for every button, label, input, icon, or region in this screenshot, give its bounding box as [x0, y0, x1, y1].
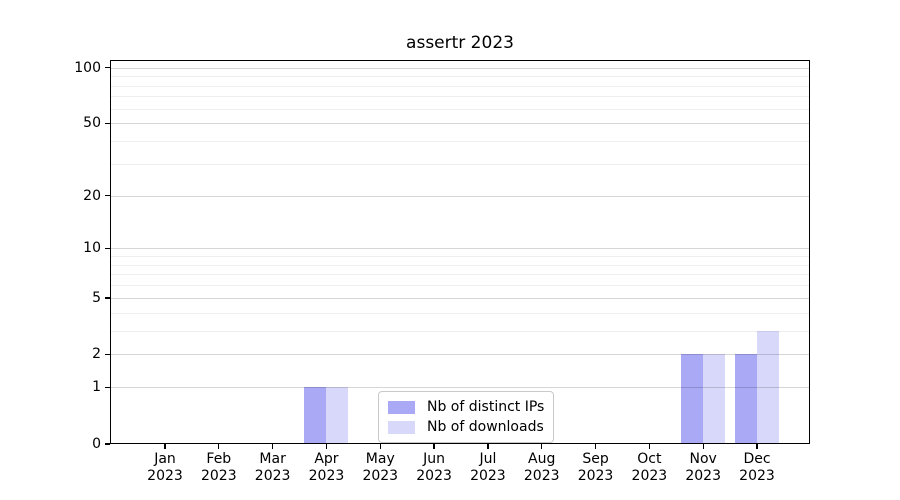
x-tick-sep — [594, 444, 597, 449]
x-tick-month: Dec — [743, 451, 771, 467]
x-tick-year: 2023 — [254, 468, 291, 484]
x-tick-year: 2023 — [200, 468, 237, 484]
y-tick-label-10: 10 — [83, 240, 101, 257]
gridline-5 — [110, 297, 810, 299]
x-tick-label-jun: Jun 2023 — [394, 451, 474, 485]
legend-swatch-downloads — [388, 420, 415, 434]
bar-downloads-dec — [757, 330, 779, 444]
gridline-100 — [110, 67, 810, 69]
x-tick-label-feb: Feb 2023 — [179, 451, 259, 485]
x-tick-label-aug: Aug 2023 — [502, 451, 582, 485]
gridline-minor-40 — [110, 141, 810, 143]
x-tick-dec — [756, 444, 758, 449]
x-tick-label-mar: Mar 2023 — [233, 451, 313, 485]
x-tick-label-apr: Apr 2023 — [286, 451, 366, 485]
gridline-minor-9 — [110, 256, 810, 258]
x-tick-month: May — [365, 451, 395, 467]
bar-distinct-ips-apr — [304, 387, 327, 444]
gridline-minor-8 — [110, 264, 810, 266]
y-tick-label-100: 100 — [74, 59, 101, 76]
legend-label-distinct-ips: Nb of distinct IPs — [427, 399, 545, 415]
x-tick-jun — [433, 444, 435, 449]
x-tick-month: Jul — [479, 451, 497, 467]
x-tick-year: 2023 — [739, 468, 775, 484]
y-tick-label-50: 50 — [83, 115, 101, 132]
legend: Nb of distinct IPs Nb of downloads — [378, 391, 555, 443]
y-tick-0 — [104, 443, 110, 445]
x-tick-jan — [164, 444, 166, 449]
x-tick-label-may: May 2023 — [340, 451, 420, 485]
y-tick-2 — [104, 353, 110, 356]
x-tick-label-oct: Oct 2023 — [609, 451, 689, 485]
gridline-minor-60 — [110, 108, 810, 110]
legend-label-downloads: Nb of downloads — [427, 419, 544, 435]
x-tick-month: Jun — [423, 451, 446, 467]
x-tick-year: 2023 — [416, 468, 452, 484]
gridline-minor-7 — [110, 274, 810, 276]
x-tick-year: 2023 — [147, 468, 183, 484]
x-tick-month: Nov — [689, 451, 717, 467]
x-tick-label-jul: Jul 2023 — [448, 451, 528, 485]
y-tick-100 — [104, 67, 110, 69]
x-tick-may — [379, 444, 381, 449]
gridline-minor-70 — [110, 96, 810, 98]
x-tick-year: 2023 — [577, 468, 614, 484]
x-tick-aug — [541, 444, 543, 449]
y-tick-label-1: 1 — [92, 379, 101, 396]
y-tick-label-20: 20 — [83, 187, 101, 204]
gridline-20 — [110, 195, 810, 197]
y-tick-5 — [104, 297, 110, 299]
x-tick-year: 2023 — [362, 468, 399, 484]
x-tick-label-nov: Nov 2023 — [663, 451, 743, 485]
x-tick-feb — [218, 444, 220, 449]
x-tick-month: Aug — [528, 451, 556, 467]
plot-area — [110, 60, 810, 444]
bar-downloads-nov — [703, 354, 726, 444]
y-tick-20 — [104, 195, 110, 197]
x-tick-month: Mar — [259, 451, 286, 467]
gridline-50 — [110, 123, 810, 125]
y-tick-1 — [104, 386, 110, 389]
gridline-minor-4 — [110, 312, 810, 314]
x-tick-month: Feb — [206, 451, 232, 467]
x-tick-year: 2023 — [470, 468, 506, 484]
x-tick-year: 2023 — [685, 468, 721, 484]
y-tick-50 — [104, 122, 110, 125]
bar-downloads-apr — [326, 387, 349, 444]
bar-distinct-ips-nov — [681, 354, 704, 444]
gridline-minor-6 — [110, 285, 810, 287]
y-tick-label-5: 5 — [92, 289, 101, 306]
gridline-1 — [110, 387, 810, 389]
x-tick-month: Oct — [637, 451, 662, 467]
bar-distinct-ips-dec — [735, 354, 757, 444]
gridline-2 — [110, 354, 810, 356]
gridline-minor-80 — [110, 85, 810, 87]
x-tick-month: Jan — [154, 451, 176, 467]
x-tick-year: 2023 — [631, 468, 668, 484]
x-tick-label-sep: Sep 2023 — [556, 451, 636, 485]
x-tick-label-dec: Dec 2023 — [717, 451, 797, 485]
y-tick-10 — [104, 247, 110, 250]
x-tick-label-jan: Jan 2023 — [125, 451, 205, 485]
x-tick-jul — [487, 444, 489, 449]
y-tick-label-0: 0 — [92, 436, 101, 452]
x-tick-mar — [271, 444, 274, 449]
gridline-10 — [110, 248, 810, 250]
gridline-minor-90 — [110, 76, 810, 78]
x-tick-month: Apr — [314, 451, 339, 467]
x-tick-nov — [702, 444, 704, 449]
gridline-minor-3 — [110, 330, 810, 332]
y-tick-label-2: 2 — [92, 346, 101, 363]
legend-item-downloads: Nb of downloads — [388, 417, 544, 437]
x-tick-oct — [648, 444, 650, 449]
gridline-minor-30 — [110, 164, 810, 165]
chart-title: assertr 2023 — [406, 33, 514, 53]
x-tick-month: Sep — [582, 451, 609, 467]
legend-swatch-distinct-ips — [388, 400, 415, 414]
x-tick-year: 2023 — [308, 468, 345, 484]
x-tick-apr — [325, 444, 328, 449]
legend-item-distinct-ips: Nb of distinct IPs — [388, 397, 544, 417]
x-tick-year: 2023 — [523, 468, 560, 484]
